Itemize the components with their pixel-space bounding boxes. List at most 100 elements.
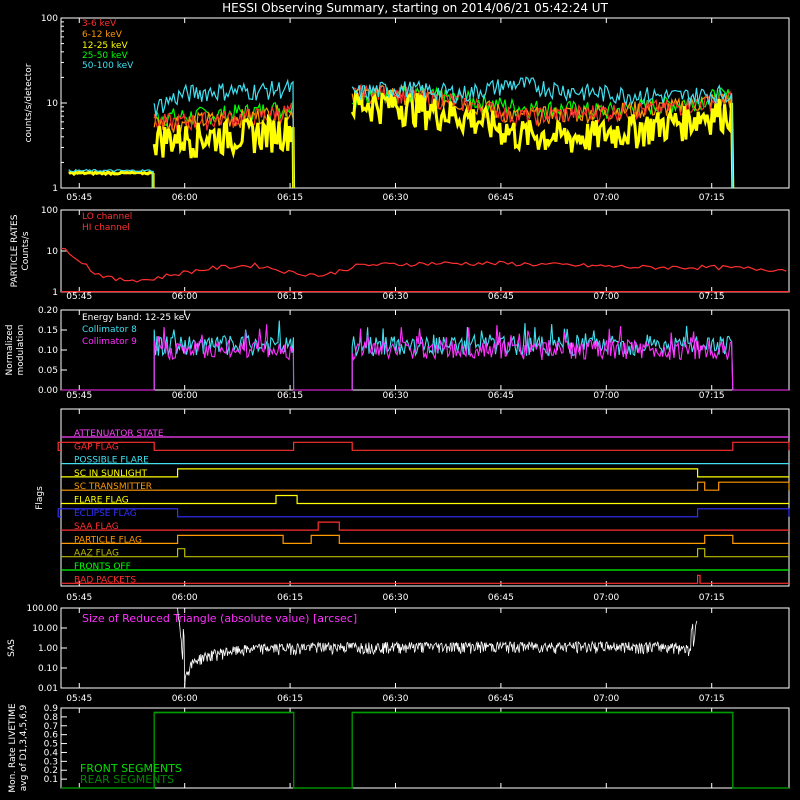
flags-panel-frame	[60, 408, 790, 587]
time-tick-label-p0-6: 07:15	[699, 193, 725, 203]
flag-label-possible-flare: POSSIBLE FLARE	[74, 456, 149, 466]
legend-50-100-kev: 50-100 keV	[82, 61, 134, 71]
time-tick-label-p1-0: 05:45	[66, 292, 92, 302]
flag-label-sc-transmitter: SC TRANSMITTER	[74, 482, 152, 492]
sas-ytick-label-4: 100.00	[27, 604, 59, 614]
modulation-ytick-label-4: 0.20	[38, 306, 58, 316]
livetime-ytick-label-8: 0.9	[44, 704, 59, 714]
flag-label-flare-flag: FLARE FLAG	[74, 496, 129, 506]
flag-line-bad-packets	[61, 574, 789, 584]
count-rate-series-50-100-kev	[68, 76, 734, 189]
modulation-ytick-label-0: 0.00	[38, 386, 58, 396]
livetime-ytick-label-0: 0.1	[44, 775, 58, 785]
time-tick-label-p2-1: 06:00	[172, 391, 198, 401]
sas-ytick-label-3: 10.00	[32, 624, 58, 634]
flag-label-eclipse-flag: ECLIPSE FLAG	[74, 509, 137, 519]
plot-layer: 05:45 06:00 06:15 06:30 06:45 07:00 07:15 05:45…	[27, 14, 790, 789]
time-tick-label-p3-4: 06:45	[488, 593, 514, 603]
livetime-ytick-label-5: 0.6	[44, 731, 59, 741]
time-tick-label-p3-3: 06:30	[383, 593, 409, 603]
flag-label-fronts-off: FRONTS OFF	[74, 562, 131, 572]
livetime-ytick-label-7: 0.8	[44, 713, 59, 723]
legend-front-segments: FRONT SEGMENTS	[80, 762, 182, 775]
particle-lo-channel-line	[60, 247, 787, 283]
time-tick-label-p4-5: 07:00	[593, 694, 619, 704]
livetime-ytick-label-6: 0.7	[44, 722, 58, 732]
flag-label-sc-in-sunlight: SC IN SUNLIGHT	[74, 469, 148, 479]
modulation-series-collimator-9	[61, 324, 789, 391]
time-tick-label-p2-6: 07:15	[699, 391, 725, 401]
modulation-ytick-label-2: 0.10	[38, 346, 58, 356]
livetime-legend: FRONT SEGMENTS REAR SEGMENTS	[80, 762, 182, 786]
sas-series-line	[177, 607, 698, 688]
flag-label-attenuator-state: ATTENUATOR STATE	[74, 429, 164, 439]
particle-ytick-label-0: 1	[52, 288, 58, 298]
flag-line-sc-in-sunlight	[61, 468, 789, 478]
time-tick-label-p2-3: 06:30	[383, 391, 409, 401]
legend-collimator-9: Collimator 9	[82, 337, 137, 347]
sas-ylabel: SAS	[7, 639, 17, 657]
time-tick-label-p3-6: 07:15	[699, 593, 725, 603]
sas-ytick-label-2: 1.00	[38, 644, 58, 654]
flag-label-bad-packets: BAD PACKETS	[74, 575, 136, 585]
time-tick-label-p0-0: 05:45	[66, 193, 92, 203]
legend-6-12-kev: 6-12 keV	[82, 30, 123, 40]
livetime-ytick-label-2: 0.3	[44, 757, 58, 767]
time-tick-label-p0-3: 06:30	[383, 193, 409, 203]
time-tick-label-p3-1: 06:00	[172, 593, 198, 603]
energy-band-label: Energy band: 12-25 keV	[82, 313, 191, 323]
flag-label-gap-flag: GAP FLAG	[74, 442, 119, 452]
flag-line-gap-flag	[57, 441, 790, 451]
time-tick-label-p0-5: 07:00	[593, 193, 619, 203]
count-rate-legend: 3-6 keV 6-12 keV 12-25 keV 25-50 keV 50-…	[82, 19, 134, 71]
count-rate-ytick-label-1: 10	[47, 99, 59, 109]
livetime-ytick-label-4: 0.5	[44, 740, 58, 750]
flag-line-particle-flag	[61, 534, 789, 544]
time-tick-label-p0-4: 06:45	[488, 193, 514, 203]
particle-rate-ylabel-1: PARTICLE RATES	[10, 214, 20, 287]
time-tick-label-p3-0: 05:45	[66, 593, 92, 603]
flag-label-saa-flag: SAA FLAG	[74, 522, 119, 532]
time-tick-label-p2-0: 05:45	[66, 391, 92, 401]
time-tick-label-p3-5: 07:00	[593, 593, 619, 603]
figure-title: HESSI Observing Summary, starting on 201…	[222, 1, 608, 15]
modulation-ylabel-2: modulation	[16, 325, 26, 376]
time-tick-label-p1-3: 06:30	[383, 292, 409, 302]
livetime-panel-frame	[60, 707, 790, 789]
sas-ytick-label-0: 0.01	[38, 684, 58, 694]
time-tick-label-p1-2: 06:15	[277, 292, 303, 302]
particle-rate-panel-frame	[60, 209, 790, 293]
time-tick-label-p3-2: 06:15	[277, 593, 303, 603]
legend-12-25-kev: 12-25 keV	[82, 41, 128, 51]
flag-line-saa-flag	[61, 521, 789, 531]
particle-legend: LO channel HI channel	[82, 212, 132, 233]
time-tick-label-p4-0: 05:45	[66, 694, 92, 704]
flag-line-flare-flag	[61, 494, 789, 505]
modulation-ylabel-1: Normalized	[5, 324, 15, 375]
modulation-legend: Energy band: 12-25 keV Collimator 8 Coll…	[82, 313, 191, 347]
legend-hi-channel: HI channel	[82, 223, 130, 233]
count-rate-ytick-label-0: 1	[52, 184, 58, 194]
time-tick-label-p2-2: 06:15	[277, 391, 303, 401]
livetime-series-rear-segments	[61, 712, 789, 789]
livetime-ylabel-1: Mon. Rate LIVETIME	[8, 703, 18, 793]
time-tick-label-p4-1: 06:00	[172, 694, 198, 704]
time-tick-label-p4-6: 07:15	[699, 694, 725, 704]
flag-line-sc-transmitter	[61, 481, 790, 491]
modulation-ytick-label-3: 0.15	[38, 326, 58, 336]
time-tick-label-p0-1: 06:00	[172, 193, 198, 203]
time-tick-label-p2-4: 06:45	[488, 391, 514, 401]
time-tick-label-p1-4: 06:45	[488, 292, 514, 302]
sas-ytick-label-1: 0.10	[38, 664, 58, 674]
livetime-ytick-label-1: 0.2	[44, 766, 58, 776]
legend-collimator-8: Collimator 8	[82, 325, 137, 335]
time-tick-label-p1-1: 06:00	[172, 292, 198, 302]
flag-label-particle-flag: PARTICLE FLAG	[74, 535, 142, 545]
sas-annotation: Size of Reduced Triangle (absolute value…	[82, 612, 357, 625]
time-tick-label-p4-2: 06:15	[277, 694, 303, 704]
modulation-ytick-label-1: 0.05	[38, 366, 58, 376]
time-tick-label-p4-3: 06:30	[383, 694, 409, 704]
count-rate-ylabel: counts/s/detector	[24, 63, 34, 142]
time-tick-label-p1-5: 07:00	[593, 292, 619, 302]
